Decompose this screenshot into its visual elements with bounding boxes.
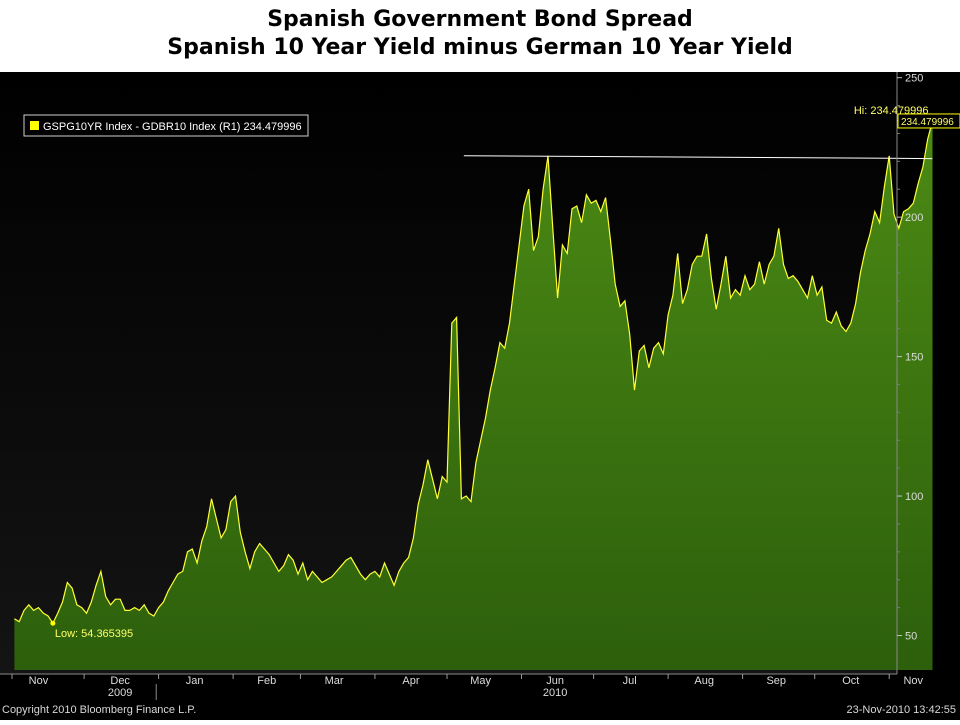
x-tick-label: Mar	[325, 675, 344, 687]
y-tick-label: 200	[905, 212, 923, 224]
y-tick-label: 150	[905, 352, 923, 364]
last-value-label: 234.479996	[901, 117, 954, 128]
y-tick-label: 250	[905, 73, 923, 85]
series-area	[14, 121, 933, 670]
year-label: 2009	[108, 687, 132, 699]
chart-panel: 50 100 150 200 250 Nov Dec Jan Feb Mar Apr May Jun Ju…	[0, 72, 960, 720]
series-line	[14, 120, 934, 625]
x-tick-label: Apr	[402, 675, 419, 687]
legend-swatch	[30, 121, 39, 130]
y-tick-label: 100	[905, 491, 923, 503]
legend: GSPG10YR Index - GDBR10 Index (R1) 234.4…	[23, 114, 309, 137]
legend-box	[23, 114, 309, 137]
x-tick-label: Dec	[110, 675, 130, 687]
low-marker	[50, 620, 56, 626]
low-label: Low: 54.365395	[55, 628, 133, 640]
x-tick-label: Jun	[546, 675, 564, 687]
x-tick-label: Nov	[29, 675, 49, 687]
area-layer	[14, 120, 934, 670]
axis-layer: 50 100 150 200 250 Nov Dec Jan Feb Mar Apr May Jun Ju…	[0, 72, 924, 700]
trendline-layer	[463, 155, 933, 160]
title-line-2: Spanish 10 Year Yield minus German 10 Ye…	[167, 35, 793, 60]
copyright-text: Copyright 2010 Bloomberg Finance L.P.	[2, 704, 197, 716]
x-tick-label: May	[470, 675, 491, 687]
spread-chart: 50 100 150 200 250 Nov Dec Jan Feb Mar Apr May Jun Ju…	[0, 72, 960, 700]
x-tick-label: Nov	[903, 675, 923, 687]
year-label: 2010	[543, 687, 567, 699]
x-tick-label: Jan	[186, 675, 204, 687]
x-tick-label: Feb	[257, 675, 276, 687]
x-tick-label: Oct	[842, 675, 859, 687]
legend-label: GSPG10YR Index - GDBR10 Index (R1) 234.4…	[43, 121, 302, 133]
last-value-tag	[897, 113, 960, 129]
x-tick-label: Sep	[766, 675, 786, 687]
trendline	[463, 155, 933, 160]
timestamp-text: 23-Nov-2010 13:42:55	[846, 704, 956, 716]
footer: Copyright 2010 Bloomberg Finance L.P. 23…	[0, 702, 960, 720]
chart-title: Spanish Government Bond Spread Spanish 1…	[0, 0, 960, 72]
x-tick-label: Aug	[694, 675, 714, 687]
title-line-1: Spanish Government Bond Spread	[267, 7, 693, 32]
y-tick-label: 50	[905, 631, 917, 643]
x-tick-label: Jul	[623, 675, 637, 687]
